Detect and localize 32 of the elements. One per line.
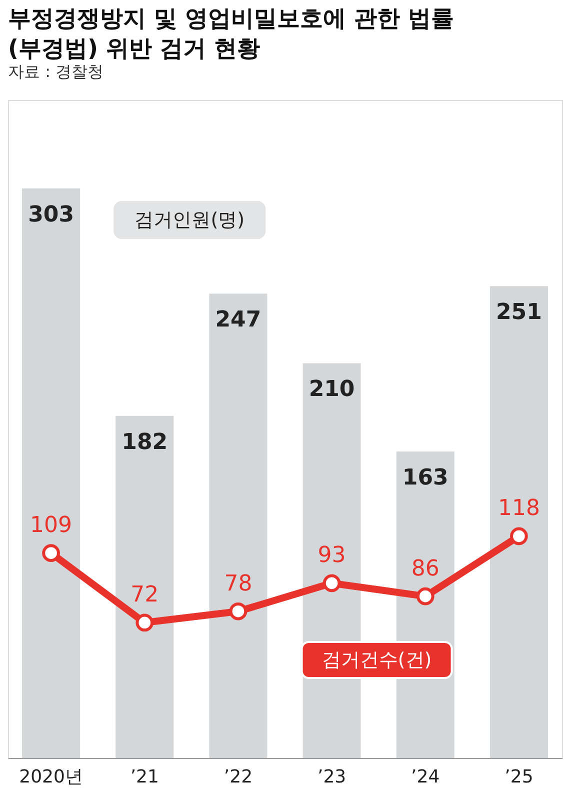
bar (116, 416, 174, 758)
x-tick-label: 2020년 (19, 766, 83, 788)
text: 검거인원(명) (134, 209, 245, 231)
point (510, 527, 528, 546)
data-label: 86 (411, 556, 440, 582)
bar (209, 294, 268, 758)
point (229, 602, 248, 620)
data-label: 163 (402, 466, 448, 491)
data-label: 78 (224, 571, 252, 596)
data-label: 251 (496, 300, 542, 326)
data-label: 210 (308, 377, 355, 402)
point (136, 614, 154, 632)
data-label: 182 (122, 430, 168, 455)
bar (490, 286, 548, 758)
data-label: 93 (318, 543, 346, 568)
chart-title: 부정경쟁방지 및 영업비밀보호에 관한 법률 (부경법) 위반 검거 현황 (8, 6, 454, 62)
bar (22, 188, 80, 758)
point (42, 544, 60, 562)
x-tick-label: ’23 (317, 766, 346, 788)
data-label: 109 (30, 513, 72, 538)
data-label: 247 (215, 308, 262, 333)
data-label: 118 (498, 496, 540, 522)
text: 자료 : 경찰청 (8, 62, 104, 81)
data-label: 303 (28, 202, 74, 228)
point (322, 574, 341, 592)
x-tick-label: ’21 (130, 766, 159, 788)
x-tick-label: ’24 (411, 766, 440, 788)
data-label: 72 (130, 582, 159, 608)
x-tick-label: ’22 (224, 766, 253, 788)
point (416, 587, 434, 606)
x-tick-label: ’25 (504, 766, 534, 788)
text: 검거건수(건) (322, 649, 432, 671)
